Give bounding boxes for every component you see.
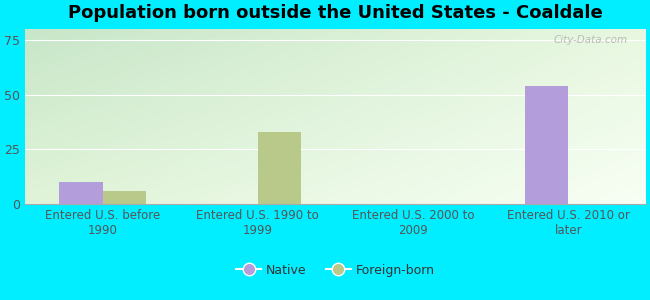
Legend: Native, Foreign-born: Native, Foreign-born [231, 259, 439, 282]
Bar [258, 132, 302, 204]
Title: Population born outside the United States - Coaldale: Population born outside the United State… [68, 4, 603, 22]
Bar [525, 86, 568, 204]
Text: City-Data.com: City-Data.com [553, 34, 627, 44]
Bar [103, 191, 146, 204]
Bar [59, 182, 103, 204]
